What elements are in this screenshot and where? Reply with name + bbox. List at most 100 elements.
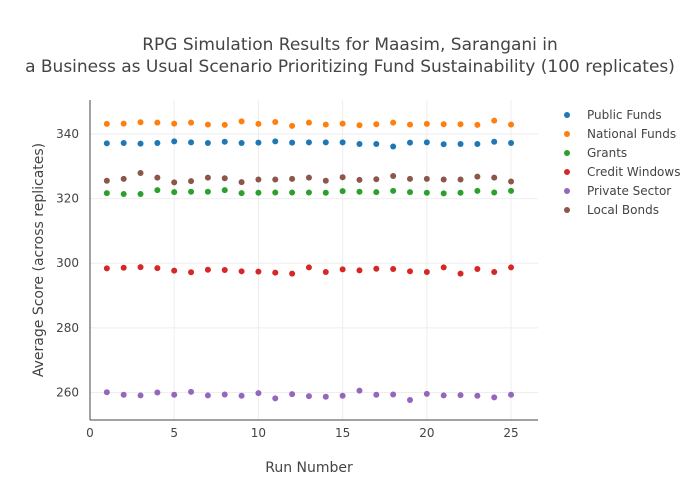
series-group	[103, 264, 515, 277]
data-point	[423, 189, 430, 196]
data-point	[188, 119, 195, 126]
data-point	[356, 122, 363, 129]
data-point	[322, 189, 329, 196]
data-point	[339, 174, 346, 181]
data-point	[204, 121, 211, 128]
data-point	[154, 187, 161, 194]
data-point	[221, 121, 228, 128]
data-point	[272, 395, 279, 402]
data-point	[407, 396, 413, 403]
data-point	[474, 173, 481, 180]
data-point	[238, 179, 245, 186]
data-point	[289, 122, 296, 129]
data-point	[137, 140, 144, 147]
data-point	[440, 121, 447, 128]
data-point	[289, 189, 296, 196]
legend-item[interactable]: Grants	[564, 146, 627, 160]
y-tick-label: 280	[56, 321, 79, 335]
legend-item[interactable]: Credit Windows	[564, 165, 680, 179]
data-point	[238, 392, 245, 399]
legend-item[interactable]: National Funds	[564, 127, 676, 141]
x-axis-title: Run Number	[265, 460, 353, 476]
data-point	[474, 187, 481, 194]
data-point	[255, 120, 262, 127]
data-point	[137, 264, 144, 271]
legend-item[interactable]: Private Sector	[564, 184, 671, 198]
data-point	[356, 188, 363, 195]
x-tick-label: 25	[503, 426, 518, 440]
data-point	[457, 176, 464, 183]
data-point	[120, 391, 127, 398]
data-point	[238, 139, 245, 146]
y-tick-label: 300	[56, 256, 79, 270]
data-point	[305, 174, 312, 181]
legend-marker	[564, 112, 570, 118]
data-point	[491, 189, 498, 196]
legend-label: Public Funds	[587, 108, 662, 122]
data-point	[508, 121, 515, 128]
data-point	[137, 392, 144, 399]
data-point	[339, 266, 346, 273]
legend-marker	[564, 131, 570, 137]
data-point	[373, 391, 380, 398]
data-point	[188, 178, 195, 185]
data-point	[221, 175, 228, 182]
legend-label: Grants	[587, 146, 627, 160]
data-point	[289, 270, 296, 277]
series-group	[103, 170, 515, 186]
legend-marker	[564, 150, 570, 156]
legend-item[interactable]: Local Bonds	[564, 203, 659, 217]
data-point	[491, 268, 498, 275]
legend-label: Local Bonds	[587, 203, 659, 217]
data-point	[103, 140, 110, 147]
data-point	[272, 138, 279, 145]
data-point	[305, 189, 312, 196]
legend-marker	[564, 207, 570, 213]
data-point	[272, 269, 279, 276]
data-point	[305, 139, 312, 146]
data-point	[508, 187, 515, 194]
data-point	[188, 139, 195, 146]
data-point	[423, 175, 430, 182]
data-point	[356, 176, 363, 183]
data-point	[120, 191, 127, 198]
data-point	[204, 392, 211, 399]
data-point	[289, 391, 296, 398]
data-point	[238, 268, 245, 275]
legend-item[interactable]: Public Funds	[564, 108, 662, 122]
data-point	[373, 121, 380, 128]
data-point	[103, 265, 110, 272]
data-point	[407, 268, 413, 275]
data-point	[339, 188, 346, 195]
data-point	[103, 190, 110, 197]
data-point	[508, 178, 515, 185]
data-point	[457, 189, 464, 196]
data-point	[137, 170, 144, 177]
data-point	[508, 139, 515, 146]
data-points	[103, 117, 515, 403]
data-point	[390, 119, 397, 126]
data-point	[339, 139, 346, 146]
series-group	[103, 187, 515, 198]
data-point	[188, 388, 195, 395]
data-point	[474, 392, 481, 399]
legend[interactable]: Public Funds National Funds Grants Credit W…	[564, 108, 680, 217]
data-point	[238, 190, 245, 197]
tick-labels: 0 5 10 15 20 25 260 280 300 320 340	[56, 127, 519, 440]
data-point	[407, 139, 413, 146]
data-point	[120, 139, 127, 146]
legend-label: Credit Windows	[587, 165, 680, 179]
data-point	[289, 175, 296, 182]
data-point	[440, 392, 447, 399]
data-point	[440, 190, 447, 197]
data-point	[171, 179, 178, 186]
x-tick-label: 20	[419, 426, 434, 440]
data-point	[373, 176, 380, 183]
data-point	[221, 391, 228, 398]
x-tick-label: 0	[86, 426, 94, 440]
data-point	[407, 189, 413, 196]
data-point	[305, 264, 312, 271]
data-point	[103, 177, 110, 184]
